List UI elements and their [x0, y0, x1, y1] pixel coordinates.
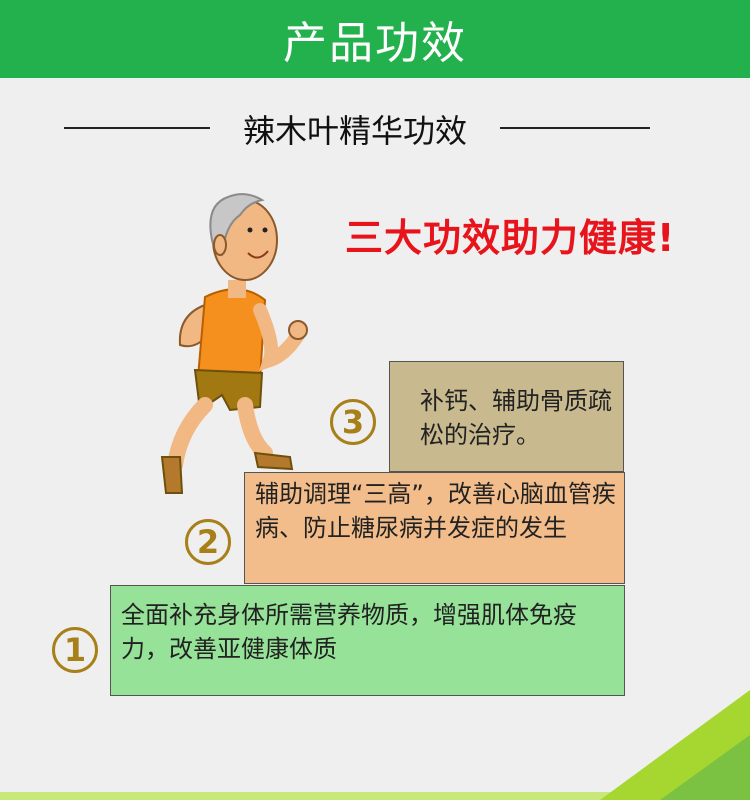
slogan-text: 三大功效助力健康!	[345, 216, 676, 260]
benefit-step-2: 辅助调理“三高”，改善心脑血管疾病、防止糖尿病并发症的发生	[244, 472, 625, 584]
section-subtitle: 辣木叶精华功效	[242, 112, 467, 150]
green-corner-decoration	[0, 690, 750, 800]
divider-right	[500, 127, 650, 129]
benefit-step-3-text: 补钙、辅助骨质疏松的治疗。	[420, 387, 612, 449]
header-banner: 产品功效	[0, 0, 750, 78]
benefit-step-3: 补钙、辅助骨质疏松的治疗。	[389, 361, 624, 472]
benefit-step-2-text: 辅助调理“三高”，改善心脑血管疾病、防止糖尿病并发症的发生	[255, 480, 616, 542]
page-title: 产品功效	[283, 18, 467, 69]
running-elderly-man-icon	[160, 193, 308, 494]
step-number-1: 1	[52, 627, 98, 673]
divider-left	[64, 127, 210, 129]
benefit-step-1: 全面补充身体所需营养物质，增强肌体免疫力，改善亚健康体质	[110, 585, 625, 696]
step-number-3: 3	[330, 399, 376, 445]
step-number-2: 2	[185, 519, 231, 565]
benefit-step-1-text: 全面补充身体所需营养物质，增强肌体免疫力，改善亚健康体质	[121, 601, 577, 663]
section-heading: 辣木叶精华功效	[0, 100, 750, 156]
